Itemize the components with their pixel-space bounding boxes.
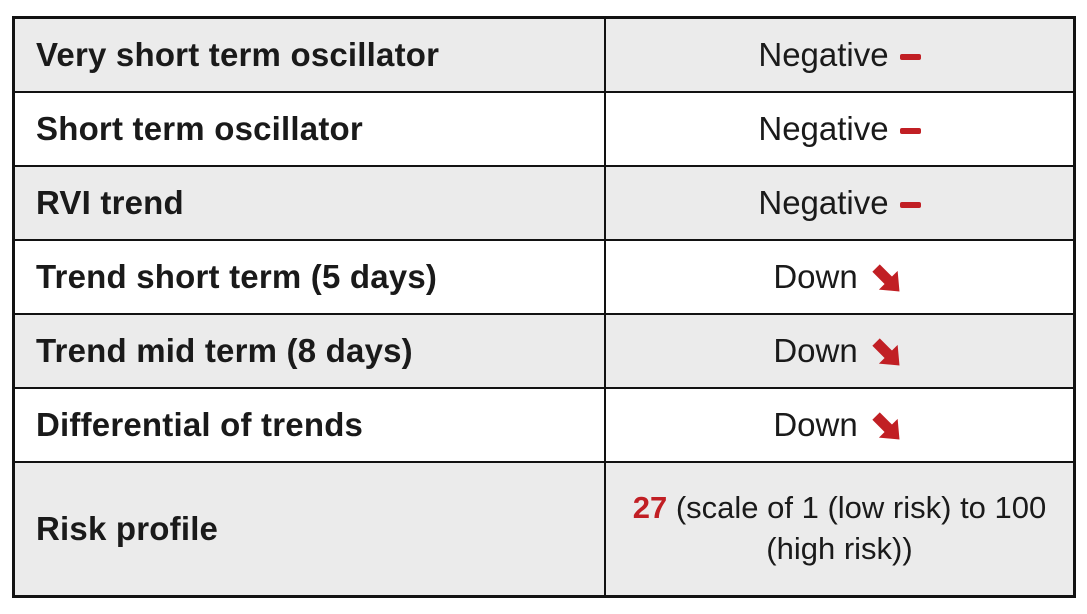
arrow-down-right-icon	[872, 411, 900, 439]
arrow-down-right-icon	[872, 337, 900, 365]
indicator-value-text: Down	[773, 258, 858, 295]
table-row: RVI trend Negative	[15, 167, 1073, 241]
indicator-label: Differential of trends	[15, 389, 606, 461]
minus-icon	[899, 128, 921, 134]
table-row: Very short term oscillator Negative	[15, 19, 1073, 93]
minus-icon	[899, 54, 921, 60]
risk-scale-note: (scale of 1 (low risk) to 100 (high risk…	[675, 490, 1047, 566]
arrow-down-right-icon	[872, 263, 900, 291]
indicator-value-text: Negative	[758, 184, 889, 221]
indicator-value: Negative	[606, 167, 1073, 239]
indicator-label: Trend short term (5 days)	[15, 241, 606, 313]
indicator-value-text: Negative	[758, 110, 889, 147]
indicator-value-text: Down	[773, 406, 858, 443]
indicator-value: Down	[606, 241, 1073, 313]
indicator-label: RVI trend	[15, 167, 606, 239]
table-row: Differential of trends Down	[15, 389, 1073, 463]
risk-profile-text: 27 (scale of 1 (low risk) to 100 (high r…	[630, 488, 1050, 570]
minus-icon	[899, 202, 921, 208]
risk-profile-value: 27 (scale of 1 (low risk) to 100 (high r…	[606, 463, 1073, 595]
table-row: Risk profile 27 (scale of 1 (low risk) t…	[15, 463, 1073, 595]
table-row: Short term oscillator Negative	[15, 93, 1073, 167]
indicator-value-text: Down	[773, 332, 858, 369]
indicator-value: Negative	[606, 93, 1073, 165]
indicator-table: Very short term oscillator Negative Shor…	[12, 16, 1076, 598]
table-row: Trend short term (5 days) Down	[15, 241, 1073, 315]
indicator-value: Negative	[606, 19, 1073, 91]
indicator-value: Down	[606, 389, 1073, 461]
indicator-label: Very short term oscillator	[15, 19, 606, 91]
indicator-value-text: Negative	[758, 36, 889, 73]
indicator-label: Risk profile	[15, 463, 606, 595]
table-row: Trend mid term (8 days) Down	[15, 315, 1073, 389]
indicator-label: Trend mid term (8 days)	[15, 315, 606, 387]
indicator-value: Down	[606, 315, 1073, 387]
risk-score: 27	[632, 490, 668, 526]
indicator-label: Short term oscillator	[15, 93, 606, 165]
